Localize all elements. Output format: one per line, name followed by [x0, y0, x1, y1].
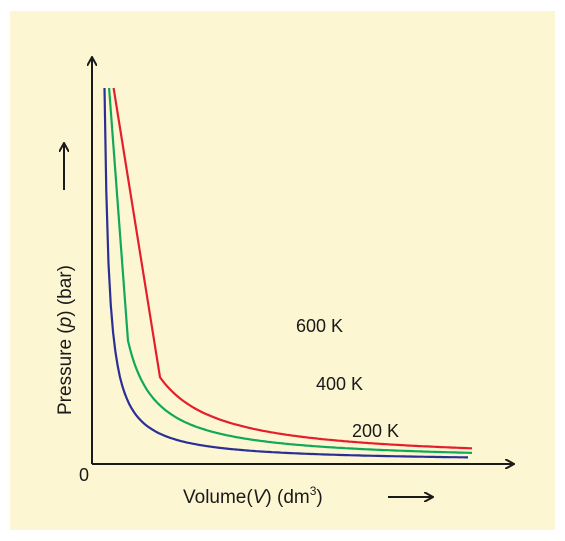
series-label: 600 K	[296, 316, 343, 336]
isotherm-line	[103, 87, 468, 459]
origin-label: 0	[79, 465, 89, 485]
series-label: 200 K	[352, 421, 399, 441]
x-axis-label: Volume(V) (dm3)	[183, 484, 323, 508]
series-400k	[108, 87, 473, 454]
series-label: 400 K	[316, 374, 363, 394]
series-layer: 200 K 400 K 600 K	[103, 87, 473, 459]
isotherm-line	[112, 87, 472, 450]
series-600k	[112, 87, 472, 450]
isotherm-line	[108, 87, 473, 454]
y-axis-label: Pressure (p) (bar)	[55, 265, 76, 415]
series-200k	[103, 87, 468, 459]
